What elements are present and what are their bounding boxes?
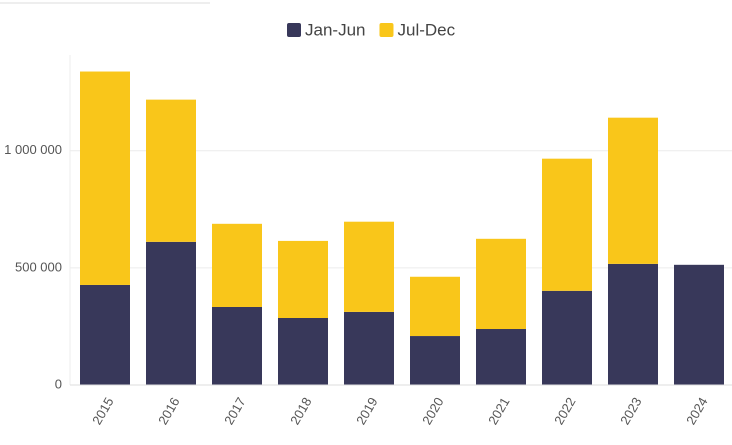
x-tick-label: 2019 xyxy=(353,395,380,428)
x-tick-label: 2016 xyxy=(155,395,182,428)
x-tick-label: 2018 xyxy=(287,395,314,428)
bar-segment xyxy=(80,284,130,385)
bar-segment xyxy=(542,158,592,291)
bar-segment xyxy=(146,241,196,385)
bar-segment xyxy=(674,264,724,385)
bar-segment xyxy=(476,329,526,385)
bar-segment xyxy=(80,71,130,285)
bar-segment xyxy=(410,336,460,385)
bar-segment xyxy=(212,306,262,385)
bar-segment xyxy=(344,311,394,385)
bar-segment xyxy=(278,317,328,385)
legend-label: Jul-Dec xyxy=(397,20,455,39)
bar-segment xyxy=(278,240,328,318)
bar-segment xyxy=(146,99,196,242)
legend-label: Jan-Jun xyxy=(305,20,365,39)
x-tick-label: 2023 xyxy=(617,395,644,428)
x-tick-label: 2022 xyxy=(551,395,578,428)
y-tick-label: 0 xyxy=(55,376,62,391)
x-tick-label: 2020 xyxy=(419,395,446,428)
x-tick-label: 2021 xyxy=(485,395,512,428)
legend-swatch xyxy=(379,23,394,37)
bar-segment xyxy=(542,290,592,385)
bar-segment xyxy=(608,263,658,385)
bar-segment xyxy=(608,117,658,264)
x-tick-label: 2024 xyxy=(683,395,710,428)
x-tick-label: 2015 xyxy=(89,395,116,428)
bar-segment xyxy=(212,223,262,307)
x-tick-label: 2017 xyxy=(221,395,248,428)
bar-segment xyxy=(476,238,526,330)
bar-segment xyxy=(344,221,394,312)
legend-swatch xyxy=(287,23,301,37)
y-tick-label: 1 000 000 xyxy=(4,142,62,157)
y-tick-label: 500 000 xyxy=(15,259,62,274)
bar-segment xyxy=(410,276,460,337)
